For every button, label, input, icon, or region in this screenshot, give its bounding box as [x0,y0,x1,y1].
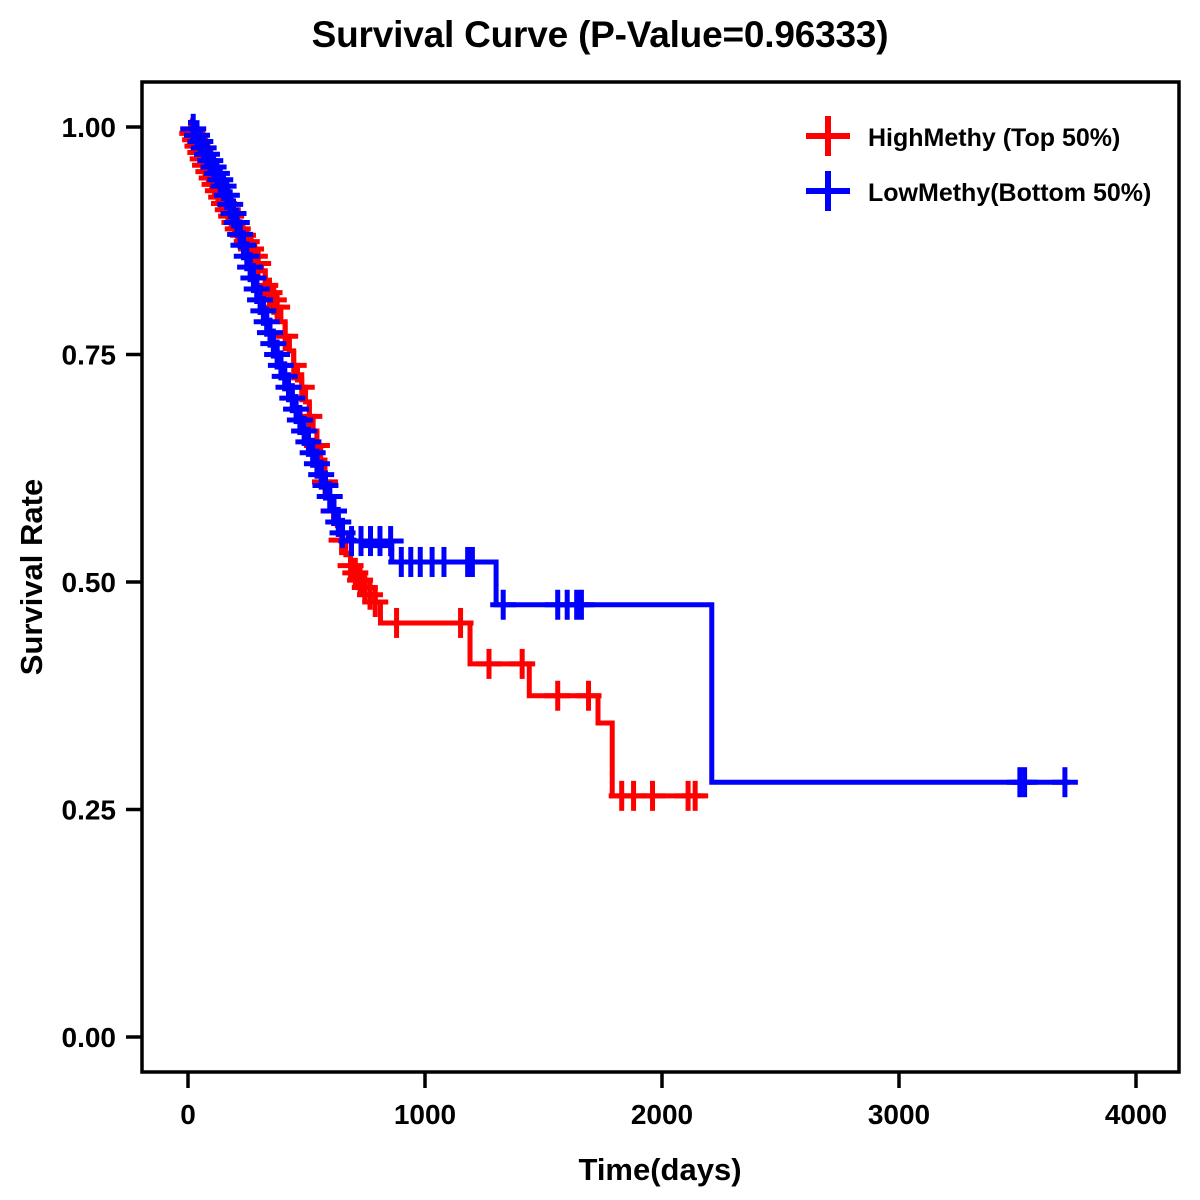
series-highmethy [179,118,709,811]
survival-step-line [188,124,705,799]
y-tick-label: 0.25 [62,795,117,826]
plot-frame [140,80,1181,1074]
series-layer [179,113,1078,811]
chart-legend: HighMethy (Top 50%) LowMethy(Bottom 50%) [806,116,1151,211]
x-axis-label: Time(days) [578,1152,741,1187]
x-tick-label: 0 [180,1099,196,1130]
y-tick-label: 1.00 [62,112,117,143]
legend-label: LowMethy(Bottom 50%) [868,179,1151,207]
x-tick-label: 2000 [631,1099,693,1130]
series-lowmethy [180,113,1078,798]
legend-entry[interactable]: LowMethy(Bottom 50%) [806,171,1151,211]
legend-label: HighMethy (Top 50%) [868,124,1120,152]
x-tick-label: 3000 [868,1099,930,1130]
legend-entry[interactable]: HighMethy (Top 50%) [806,116,1120,156]
x-tick-label: 4000 [1105,1099,1167,1130]
y-tick-label: 0.75 [62,340,117,371]
y-axis-ticks: 0.00 0.25 0.50 0.75 1.00 [62,112,142,1053]
y-tick-label: 0.00 [62,1022,117,1053]
censor-marks [180,113,1078,798]
chart-title: Survival Curve (P-Value=0.96333) [311,14,889,55]
x-axis-ticks: 0 1000 2000 3000 4000 [180,1072,1167,1130]
plus-marker-icon [806,116,850,156]
y-axis-label: Survival Rate [14,479,49,675]
plus-marker-icon [806,171,850,211]
x-tick-label: 1000 [394,1099,456,1130]
y-tick-label: 0.50 [62,567,117,598]
censor-marks [179,118,709,811]
